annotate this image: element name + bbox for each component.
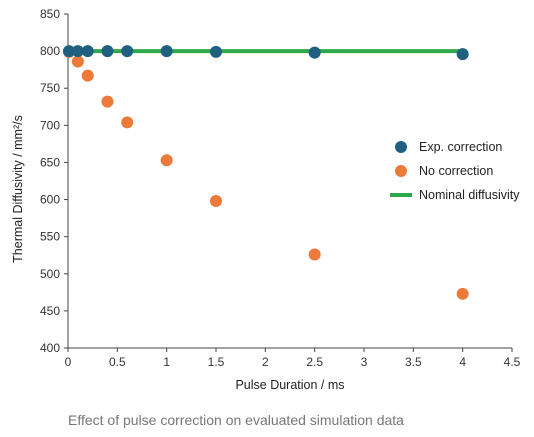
data-point	[101, 45, 114, 58]
legend-swatch	[395, 165, 407, 177]
legend-swatch	[395, 141, 407, 153]
x-tick-label: 2	[262, 355, 269, 369]
x-tick-label: 4	[459, 355, 466, 369]
data-point	[160, 45, 173, 58]
data-point	[62, 45, 75, 58]
data-point	[71, 55, 84, 68]
data-point	[456, 48, 469, 61]
y-tick-label: 450	[40, 304, 60, 318]
y-tick-label: 500	[40, 267, 60, 281]
x-tick-label: 3	[361, 355, 368, 369]
x-tick-label: 3.5	[405, 355, 422, 369]
series-exp-correction	[62, 45, 469, 61]
data-point	[121, 45, 134, 58]
data-point	[81, 45, 94, 58]
x-tick-label: 4.5	[504, 355, 521, 369]
x-tick-label: 0.5	[109, 355, 126, 369]
x-axis-label: Pulse Duration / ms	[235, 378, 344, 392]
x-tick-label: 0	[65, 355, 72, 369]
data-point	[308, 248, 321, 261]
data-point	[308, 46, 321, 59]
y-tick-label: 650	[40, 155, 60, 169]
legend-item: Exp. correction	[395, 140, 502, 154]
y-tick-label: 400	[40, 341, 60, 355]
chart: 400 450 500 550 600 650 700 750 800 850 0 0.5 1 1.5 2…	[11, 7, 521, 392]
series-no-correction	[62, 45, 469, 300]
legend-item: No correction	[395, 164, 493, 178]
data-point	[121, 116, 134, 129]
data-point	[101, 95, 114, 108]
legend-label: No correction	[419, 164, 493, 178]
x-axis: 0 0.5 1 1.5 2 2.5 3 3.5 4 4.5	[65, 347, 521, 369]
x-tick-label: 1.5	[208, 355, 225, 369]
y-tick-label: 600	[40, 193, 60, 207]
data-point	[456, 287, 469, 300]
legend-label: Nominal diffusivity	[419, 188, 520, 202]
legend: Exp. correction No correction Nominal diff…	[390, 140, 520, 202]
x-tick-label: 1	[163, 355, 170, 369]
y-tick-label: 800	[40, 44, 60, 58]
y-tick-label: 550	[40, 230, 60, 244]
data-point	[210, 195, 222, 208]
data-point	[81, 69, 94, 82]
data-point	[160, 154, 173, 167]
data-point	[71, 45, 84, 58]
legend-item: Nominal diffusivity	[390, 188, 520, 202]
y-tick-label: 700	[40, 118, 60, 132]
figure-caption: Effect of pulse correction on evaluated …	[68, 412, 404, 428]
y-tick-label: 750	[40, 81, 60, 95]
y-tick-label: 850	[40, 7, 60, 21]
y-axis-label: Thermal Diffusivity / mm²/s	[11, 115, 25, 263]
x-tick-label: 2.5	[306, 355, 323, 369]
data-point	[210, 45, 222, 58]
plot-area	[62, 45, 469, 300]
y-axis: 400 450 500 550 600 650 700 750 800 850	[40, 7, 69, 355]
legend-label: Exp. correction	[419, 140, 502, 154]
